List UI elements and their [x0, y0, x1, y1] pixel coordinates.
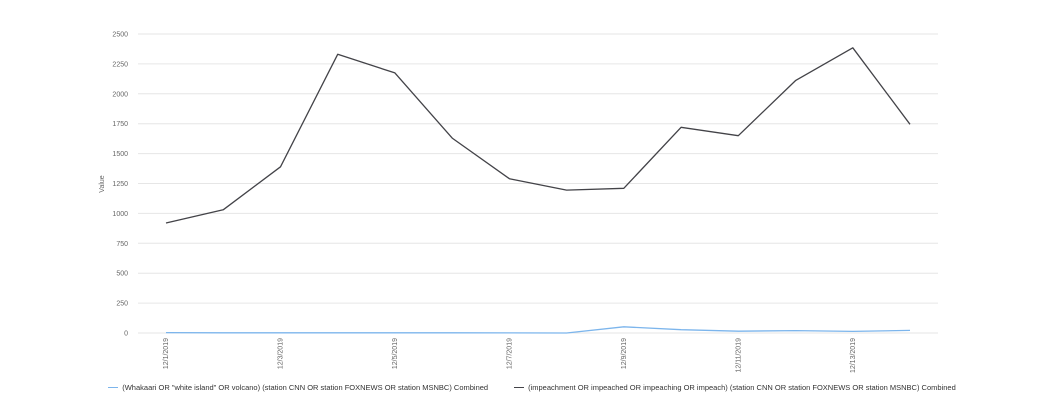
y-tick-label: 0 — [124, 331, 128, 338]
legend-swatch — [514, 387, 525, 388]
y-tick-label: 1250 — [112, 181, 128, 188]
legend-item-1[interactable]: (Whakaari OR "white island" OR volcano) … — [108, 383, 488, 392]
y-axis-title: Value — [99, 175, 106, 192]
y-tick-label: 1500 — [112, 151, 128, 158]
series-line-1 — [165, 326, 911, 334]
x-tick-label: 12/1/2019 — [163, 338, 170, 369]
y-tick-label: 2500 — [112, 32, 128, 39]
y-tick-label: 500 — [116, 271, 128, 278]
y-tick-label: 2000 — [112, 91, 128, 98]
legend-item-2[interactable]: (impeachment OR impeached OR impeaching … — [514, 383, 956, 392]
legend-label: (Whakaari OR "white island" OR volcano) … — [122, 383, 489, 392]
x-tick-label: 12/9/2019 — [621, 338, 628, 369]
x-tick-label: 12/13/2019 — [850, 338, 857, 373]
x-axis-ticks: 12/1/2019 12/3/2019 12/5/2019 12/7/2019 12/9… — [163, 338, 857, 373]
y-tick-label: 2250 — [112, 61, 128, 68]
y-tick-label: 1750 — [112, 121, 128, 128]
gridlines — [138, 33, 938, 334]
x-tick-label: 12/5/2019 — [392, 338, 399, 369]
y-tick-label: 1000 — [112, 211, 128, 218]
y-tick-label: 750 — [116, 241, 128, 248]
legend-label: (impeachment OR impeached OR impeaching … — [528, 383, 956, 392]
x-tick-label: 12/7/2019 — [506, 338, 513, 369]
series-line-2 — [165, 47, 911, 224]
y-axis-ticks: 0 250 500 750 1000 1250 1500 1750 2000 2250 2500 — [112, 32, 128, 338]
legend-swatch — [108, 387, 119, 388]
series-lines — [165, 47, 911, 334]
line-chart: 0 250 500 750 1000 1250 1500 1750 2000 2250 2500 1… — [99, 32, 938, 373]
legend: (Whakaari OR "white island" OR volcano) … — [0, 383, 1064, 392]
x-tick-label: 12/3/2019 — [277, 338, 284, 369]
x-tick-label: 12/11/2019 — [735, 338, 742, 373]
y-tick-label: 250 — [116, 301, 128, 308]
